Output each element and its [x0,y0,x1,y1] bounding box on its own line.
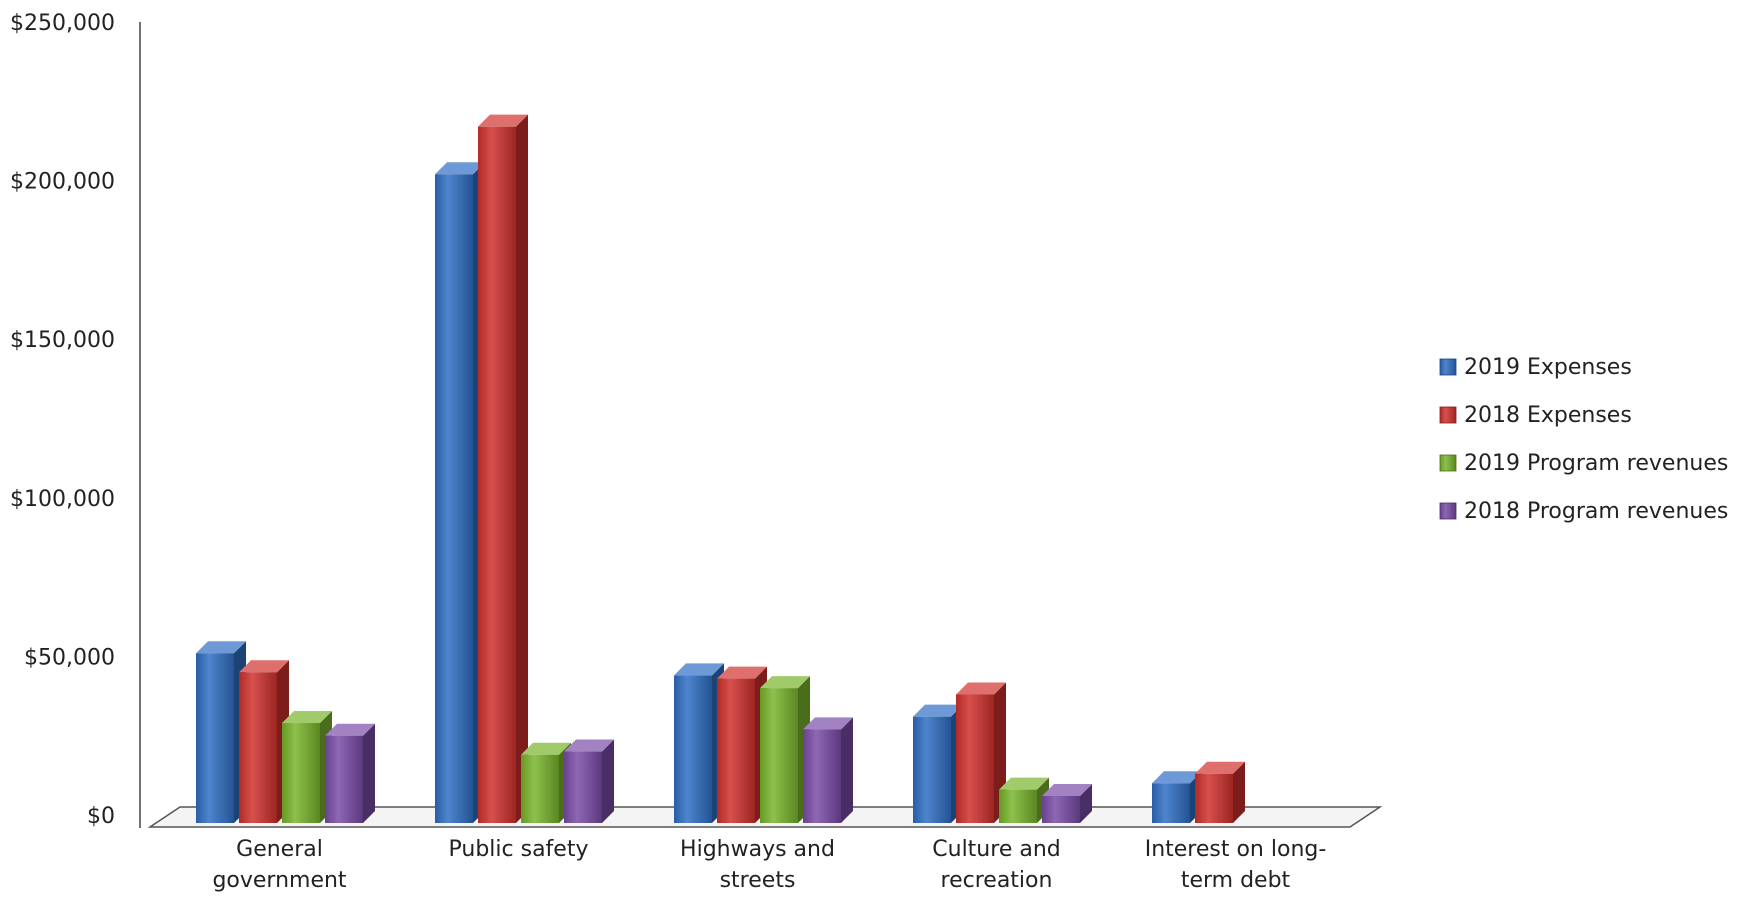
bar-front [674,675,712,823]
bar-top [282,711,332,724]
bar [913,704,963,823]
bar [521,742,571,823]
x-tick-label: government [212,868,346,893]
legend-item: 2018 Program revenues [1439,499,1728,524]
bar [717,666,767,823]
bar [1152,771,1202,823]
x-tick-label: term debt [1181,868,1291,893]
bar [956,682,1006,823]
bar [282,711,332,823]
legend-label: 2018 Expenses [1464,403,1632,428]
chart-bars [196,114,1245,824]
x-tick-label: Culture and [932,837,1060,862]
x-tick-label: Interest on long- [1145,837,1327,862]
legend-swatch [1439,358,1457,376]
x-tick-label: Public safety [449,837,589,862]
x-tick-label: streets [720,868,796,893]
y-tick-label: $150,000 [10,328,115,353]
legend-item: 2018 Expenses [1439,403,1632,428]
bar [674,663,724,823]
bar-top [435,162,485,175]
chart-legend: 2019 Expenses 2018 Expenses 2019 Program r… [1439,355,1728,524]
bar-top [478,114,528,127]
chart-labels: $0 $50,000 $100,000 $150,000 $200,000 $250,00… [10,11,1326,893]
bar-top [325,723,375,736]
bar-front [239,672,277,823]
bar [478,114,528,823]
bar-front [282,723,320,823]
legend-swatch [1439,454,1457,472]
y-tick-label: $250,000 [10,11,115,36]
bar-top [803,717,853,730]
legend-item: 2019 Expenses [1439,355,1632,380]
legend-label: 2019 Expenses [1464,355,1632,380]
bar [435,162,485,824]
bar-front [521,754,559,823]
y-tick-label: $0 [87,804,115,829]
bar-front [717,678,755,823]
bar [1195,761,1245,823]
bar-top [196,641,246,654]
bar-top [913,704,963,717]
bar-front [1195,773,1233,823]
bar-front [435,174,473,824]
bar [239,660,289,823]
x-tick-label: Highways and [680,837,835,862]
bar-side [1080,783,1092,823]
bar-top [956,682,1006,695]
bar-front [999,789,1037,823]
legend-label: 2018 Program revenues [1464,499,1728,524]
bar-front [913,716,951,823]
bar-front [196,653,234,823]
bar-front [478,126,516,823]
bar-top [239,660,289,673]
legend-swatch [1439,406,1457,424]
x-tick-label: recreation [941,868,1053,893]
bar-side [602,739,614,823]
bar-top [521,742,571,755]
legend-swatch [1439,502,1457,520]
bar-top [674,663,724,676]
y-tick-label: $50,000 [24,645,115,670]
x-tick-label: General [236,837,323,862]
bar [999,777,1049,823]
bar-side [363,723,375,823]
bar-top [717,666,767,679]
bar-front [956,694,994,823]
bar-top [999,777,1049,790]
bar-side [516,114,528,823]
legend-item: 2019 Program revenues [1439,451,1728,476]
bar-top [760,676,810,689]
bar-front [760,688,798,823]
bar-front [1042,795,1080,823]
bar [1042,783,1092,823]
bar [325,723,375,823]
bar-front [1152,783,1190,823]
bar-top [564,739,614,752]
legend-label: 2019 Program revenues [1464,451,1728,476]
bar-side [841,717,853,823]
bar-top [1042,783,1092,796]
bar-top [1195,761,1245,774]
bar-front [564,751,602,823]
y-tick-label: $100,000 [10,487,115,512]
bar-front [325,735,363,823]
bar-side [1233,761,1245,823]
bar-top [1152,771,1202,784]
bar [803,717,853,823]
bar [760,676,810,823]
bar [564,739,614,823]
y-tick-label: $200,000 [10,170,115,195]
bar [196,641,246,823]
bar-front [803,729,841,823]
